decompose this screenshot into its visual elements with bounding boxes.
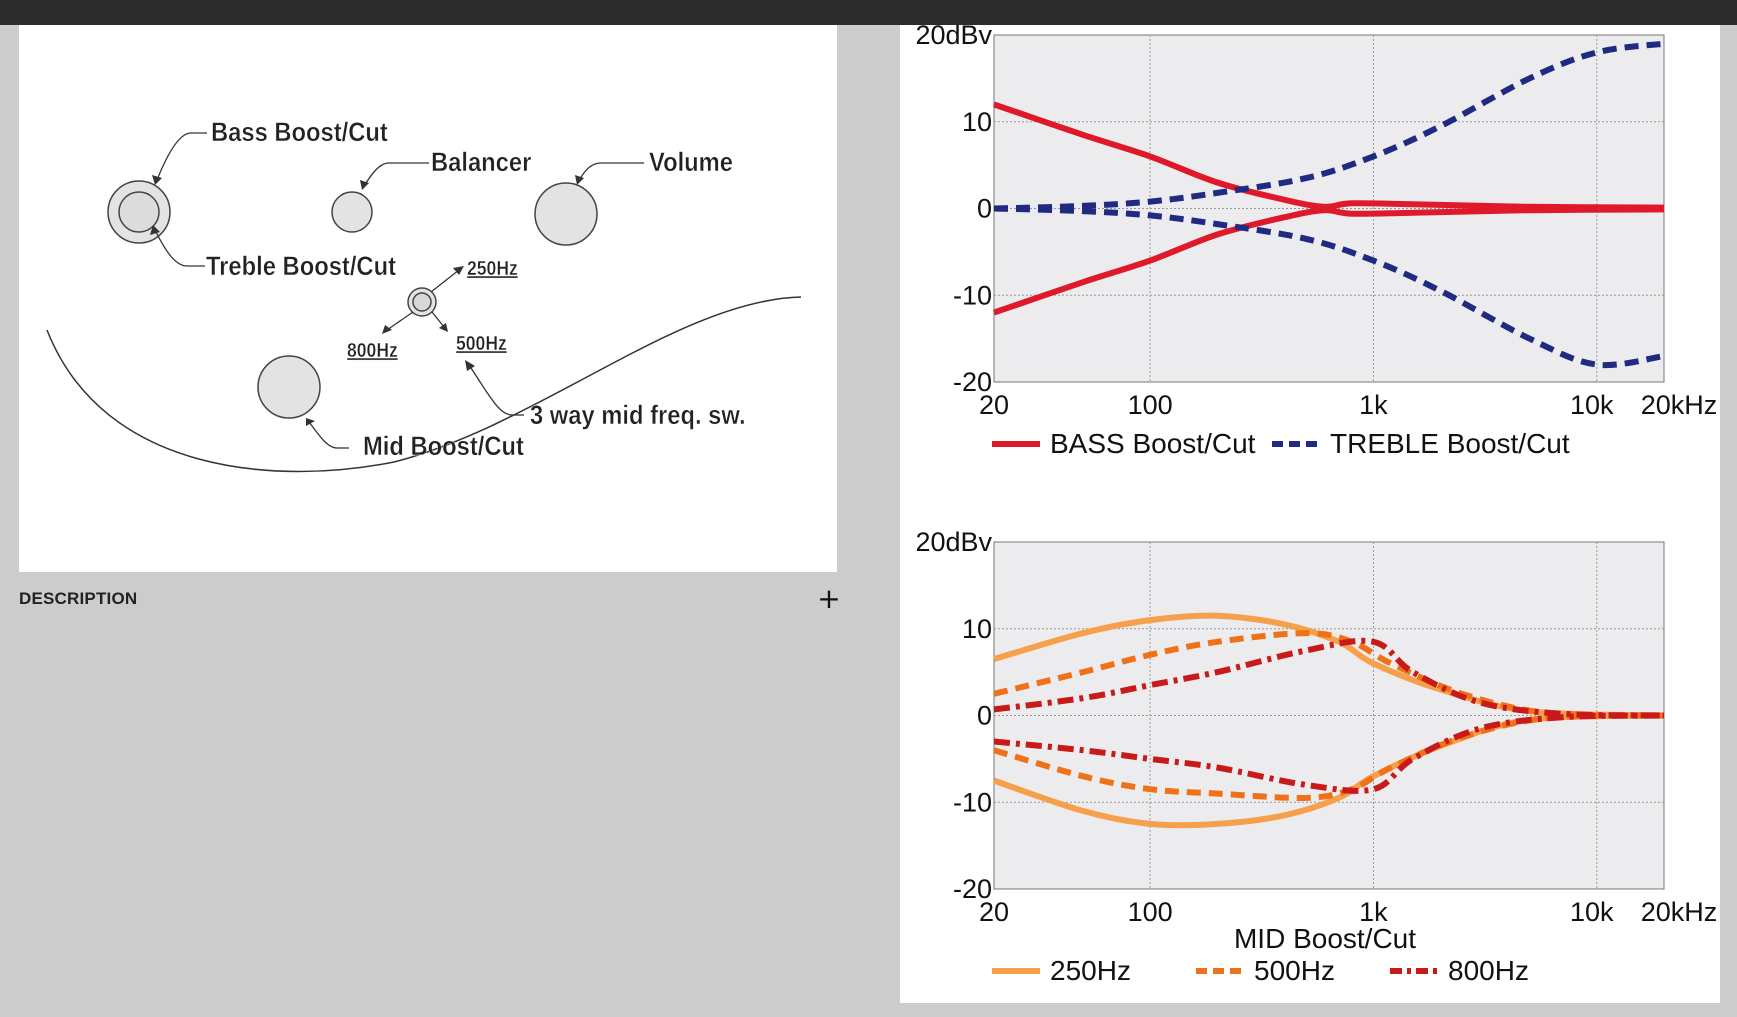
legend-label-f250: 250Hz <box>1050 955 1131 986</box>
x-tick-label: 20kHz <box>1641 390 1718 420</box>
balancer-label: Balancer <box>431 148 531 178</box>
f800-line <box>386 311 414 331</box>
top-bar <box>0 0 1737 25</box>
switch-label: 3 way mid freq. sw. <box>530 401 746 431</box>
y-tick-label: -20 <box>953 367 992 397</box>
body-outline-right <box>393 296 802 463</box>
series-line-bass-cut <box>993 206 1665 316</box>
y-tick-label: 20dBv <box>915 527 992 557</box>
f250-line <box>430 269 460 293</box>
series-line-bass-boost <box>993 101 1665 211</box>
legend-label-bass: BASS Boost/Cut <box>1050 428 1256 459</box>
y-tick-label: -20 <box>953 874 992 904</box>
legend-label-f500: 500Hz <box>1254 955 1335 986</box>
treble-leader <box>154 229 205 267</box>
x-tick-label: 20kHz <box>1641 897 1718 927</box>
bass-arrow-icon <box>152 175 162 185</box>
x-tick-label: 100 <box>1128 390 1173 420</box>
description-heading: DESCRIPTION <box>19 589 138 608</box>
mid-label: Mid Boost/Cut <box>363 432 524 462</box>
f250-arrow-icon <box>453 266 464 275</box>
x-tick-label: 1k <box>1359 897 1388 927</box>
switch-leader <box>468 364 513 416</box>
y-tick-label: 20dBv <box>915 25 992 50</box>
xaxis-title-mid: MID Boost/Cut <box>1234 923 1416 954</box>
y-tick-label: 0 <box>977 194 992 224</box>
mid-leader <box>308 421 349 449</box>
y-tick-label: 10 <box>962 107 992 137</box>
mid-arrow-icon <box>306 418 315 426</box>
legend-label-treble: TREBLE Boost/Cut <box>1330 428 1570 459</box>
f500-label: 500Hz <box>456 332 507 354</box>
plus-icon: + <box>817 582 841 615</box>
bass-treble-knob-inner[interactable] <box>118 191 160 233</box>
description-expand-button[interactable]: + <box>814 584 844 614</box>
x-tick-label: 20 <box>979 897 1009 927</box>
f800-arrow-icon <box>382 325 392 334</box>
series-line-f800-cut <box>993 712 1665 794</box>
y-tick-label: 0 <box>977 701 992 731</box>
x-tick-label: 10k <box>1570 897 1614 927</box>
series-line-f800-boost <box>993 637 1665 719</box>
y-tick-label: 10 <box>962 614 992 644</box>
switch-arrow-icon <box>465 360 475 371</box>
f500-arrow-icon <box>439 323 448 332</box>
legend-label-f800: 800Hz <box>1448 955 1529 986</box>
mid-knob[interactable] <box>257 355 321 419</box>
bass-leader <box>156 132 207 181</box>
balancer-knob[interactable] <box>331 191 373 233</box>
controls-diagram-svg: Bass Boost/Cut Balancer Volume Treble Bo… <box>46 117 802 473</box>
treble-arrow-icon <box>150 225 160 235</box>
frequency-response-panel: 20dBv 10 0 -10 -20 20 100 1k 10k 20kHz BASS Boos… <box>900 20 1720 1003</box>
series-line-f500-cut <box>993 712 1665 801</box>
balancer-leader <box>363 162 429 187</box>
series-line-f500-boost <box>993 630 1665 719</box>
x-tick-label: 10k <box>1570 390 1614 420</box>
series-line-treble-boost <box>993 40 1665 212</box>
balancer-arrow-icon <box>360 180 369 190</box>
bass-label: Bass Boost/Cut <box>211 118 388 148</box>
volume-knob[interactable] <box>534 182 598 246</box>
treble-label: Treble Boost/Cut <box>206 252 397 282</box>
f250-label: 250Hz <box>467 257 518 279</box>
y-tick-label: -10 <box>953 280 992 310</box>
y-tick-label: -10 <box>953 787 992 817</box>
x-tick-label: 100 <box>1128 897 1173 927</box>
body-outline-left <box>46 329 395 473</box>
f500-line <box>431 311 445 328</box>
x-tick-label: 20 <box>979 390 1009 420</box>
controls-diagram: Bass Boost/Cut Balancer Volume Treble Bo… <box>19 25 837 572</box>
volume-label: Volume <box>649 148 733 178</box>
volume-arrow-icon <box>575 175 584 185</box>
f800-label: 800Hz <box>347 339 398 361</box>
series-line-treble-cut <box>993 205 1665 369</box>
volume-leader <box>578 162 644 182</box>
x-tick-label: 1k <box>1359 390 1388 420</box>
mid-switch-inner[interactable] <box>412 292 432 312</box>
